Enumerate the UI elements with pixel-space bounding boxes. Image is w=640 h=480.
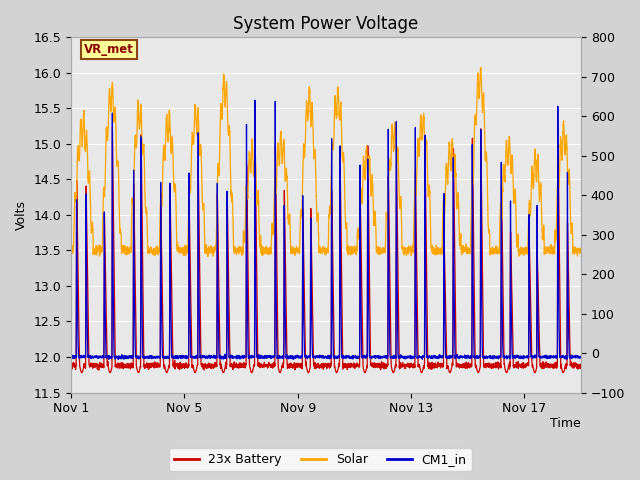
Y-axis label: Volts: Volts [15, 200, 28, 230]
Text: VR_met: VR_met [84, 43, 134, 56]
Legend: 23x Battery, Solar, CM1_in: 23x Battery, Solar, CM1_in [168, 448, 472, 471]
Title: System Power Voltage: System Power Voltage [234, 15, 419, 33]
X-axis label: Time: Time [550, 418, 581, 431]
